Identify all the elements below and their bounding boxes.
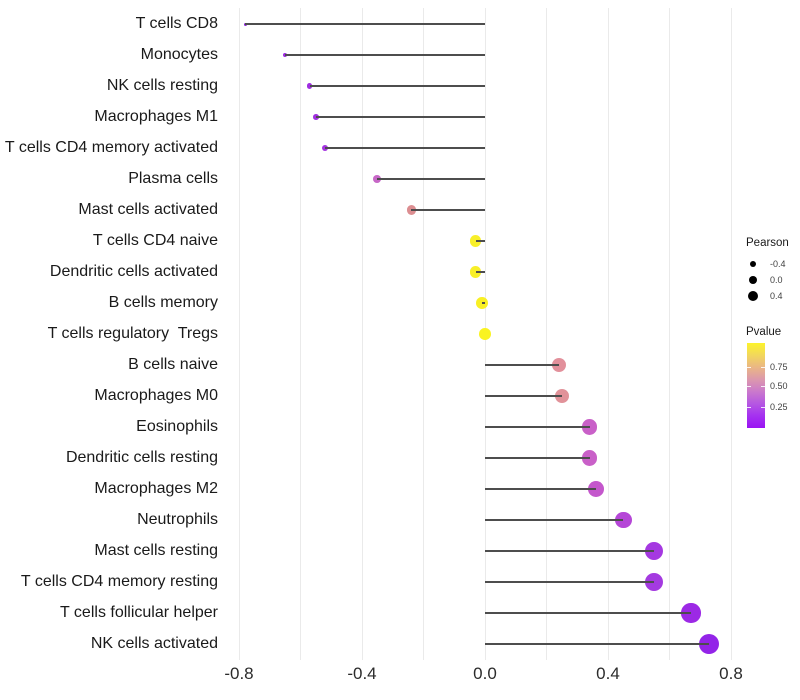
category-label: B cells memory	[108, 294, 218, 311]
category-label: Mast cells activated	[78, 201, 218, 218]
legend-size-dot	[749, 260, 757, 268]
gridline	[730, 8, 732, 660]
data-point	[479, 328, 491, 340]
data-point	[313, 114, 319, 120]
category-label: Neutrophils	[137, 511, 218, 528]
colorbar-label: 0.25	[770, 402, 788, 412]
stem-line	[325, 147, 485, 149]
category-label: T cells CD8	[135, 15, 218, 32]
x-tick-label: 0.0	[473, 664, 497, 683]
x-tick-label: 0.4	[596, 664, 620, 683]
colorbar-label: 0.50	[770, 380, 788, 391]
data-point	[699, 633, 720, 654]
category-label: Eosinophils	[136, 418, 218, 435]
data-point	[282, 52, 288, 58]
category-label: T cells CD4 naive	[92, 232, 218, 249]
legend-size-dot	[747, 290, 759, 302]
data-point	[307, 83, 313, 89]
category-label: Macrophages M2	[94, 480, 218, 497]
stem-line	[485, 581, 655, 583]
category-label: Macrophages M1	[94, 108, 218, 125]
colorbar-tick	[761, 385, 765, 387]
category-label: NK cells activated	[90, 635, 218, 652]
legend-size-label: 0.4	[770, 291, 783, 301]
colorbar-tick	[747, 367, 751, 368]
stem-line	[475, 240, 485, 242]
stem-line	[485, 457, 590, 459]
category-label: NK cells resting	[106, 77, 218, 94]
category-label: Mast cells resting	[94, 542, 218, 559]
data-point	[476, 297, 488, 309]
category-label: Macrophages M0	[94, 387, 218, 404]
legend-size-label: 0.0	[770, 275, 783, 285]
category-label: T cells CD4 memory resting	[20, 573, 218, 590]
stem-line	[475, 271, 485, 273]
colorbar-tick	[761, 367, 765, 368]
colorbar-tick	[747, 407, 751, 408]
colorbar-tick	[761, 407, 765, 408]
colorbar-label: 0.75	[770, 362, 788, 372]
category-label: Dendritic cells resting	[65, 449, 218, 466]
legend-size-label: -0.4	[770, 259, 786, 269]
legend-size-dot	[748, 275, 758, 285]
stem-line	[485, 395, 562, 397]
data-point	[681, 603, 701, 623]
pvalue-gradient-bar	[747, 343, 765, 428]
gridline	[300, 8, 301, 660]
colorbar-tick	[747, 385, 751, 387]
stem-line	[309, 85, 485, 87]
stem-line	[315, 116, 485, 118]
stem-line	[411, 209, 485, 211]
x-tick-label: -0.8	[224, 664, 254, 683]
gridline	[423, 8, 424, 660]
category-label: Monocytes	[140, 46, 218, 63]
stem-line	[485, 612, 692, 614]
category-label: Dendritic cells activated	[49, 263, 218, 280]
gridline	[361, 8, 363, 660]
stem-line	[485, 426, 590, 428]
gridline	[238, 8, 240, 660]
gridline	[607, 8, 609, 660]
legend-size-title: Pearson	[746, 237, 789, 249]
stem-line	[485, 550, 655, 552]
stem-line	[481, 302, 485, 304]
stem-line	[285, 54, 485, 56]
category-label: B cells naive	[128, 356, 218, 373]
category-label: T cells CD4 memory activated	[4, 139, 218, 156]
stem-line	[485, 643, 710, 645]
category-label: T cells regulatory Tregs	[47, 325, 218, 342]
x-tick-label: -0.4	[347, 664, 377, 683]
category-label: Plasma cells	[128, 170, 218, 187]
stem-line	[485, 519, 624, 521]
data-point	[322, 145, 329, 151]
data-point	[373, 175, 382, 183]
category-label: T cells follicular helper	[60, 604, 218, 621]
legend-color-title: Pvalue	[746, 326, 782, 338]
x-tick-label: 0.8	[719, 664, 743, 683]
stem-line	[485, 364, 559, 366]
data-point	[587, 481, 604, 497]
stem-line	[485, 488, 596, 490]
gridline	[546, 8, 547, 660]
stem-line	[245, 23, 485, 25]
stem-line	[377, 178, 485, 180]
gridline	[669, 8, 670, 660]
